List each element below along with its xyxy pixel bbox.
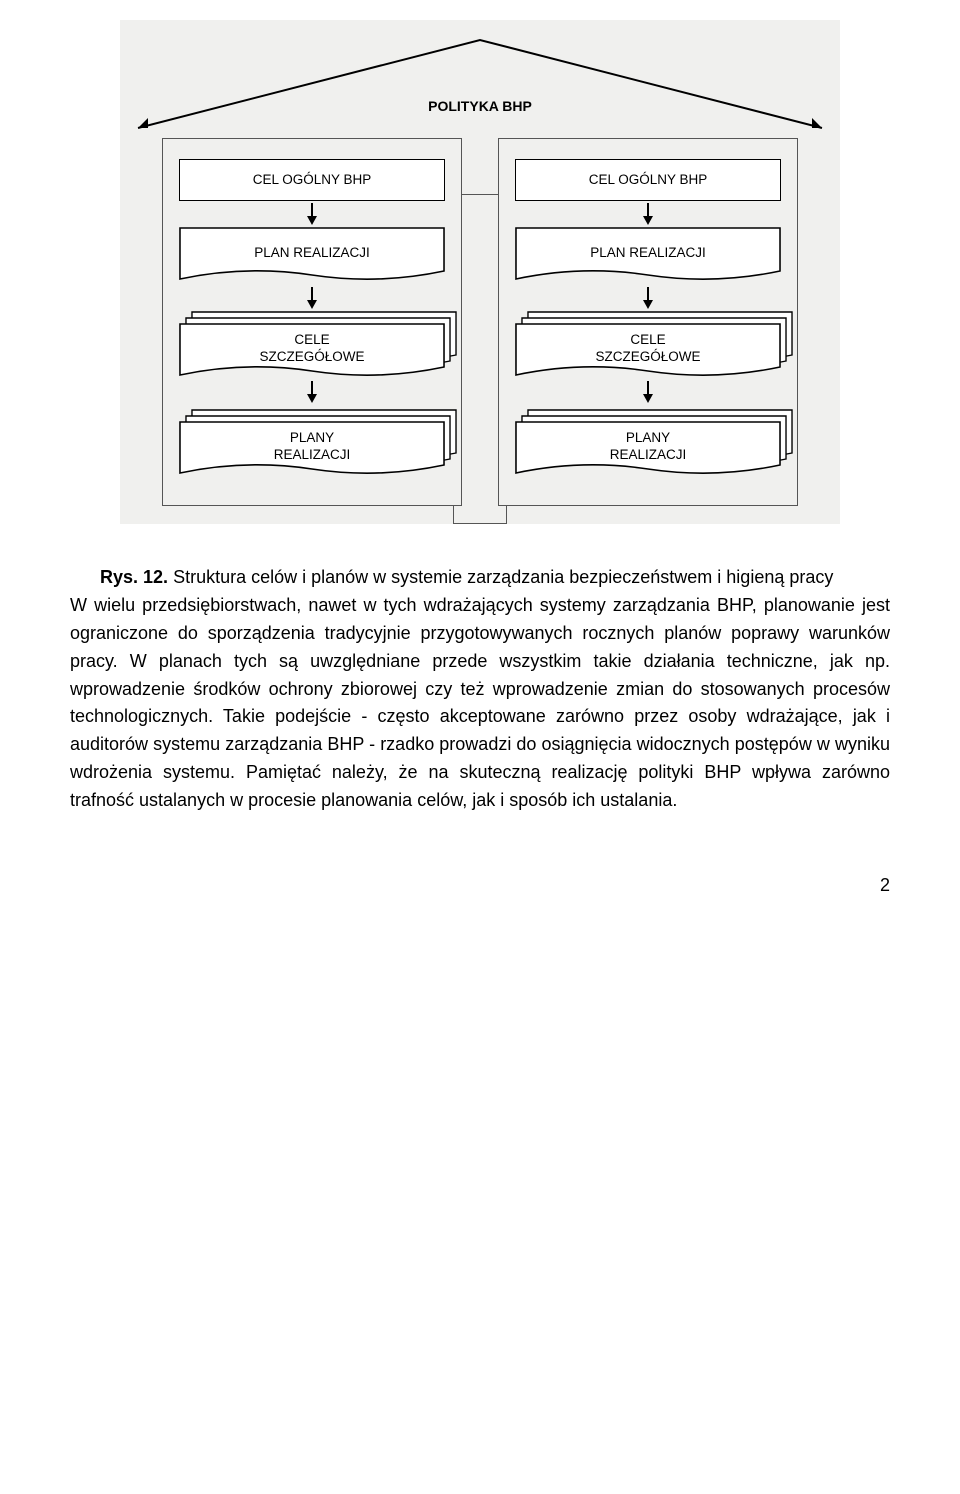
page-number: 2: [70, 875, 890, 896]
plany-real-label: PLANY REALIZACJI: [179, 421, 445, 479]
plan-label: PLAN REALIZACJI: [179, 227, 445, 285]
node-plan: PLAN REALIZACJI: [515, 227, 781, 285]
arrow-down-icon: [305, 287, 319, 309]
node-cel: CEL OGÓLNY BHP: [515, 159, 781, 201]
node-plany-real: PLANY REALIZACJI: [179, 409, 445, 481]
paragraph: W wielu przedsiębiorstwach, nawet w tych…: [70, 592, 890, 815]
diagram-column-left: CEL OGÓLNY BHP PLAN REALIZACJI: [162, 138, 462, 506]
node-plany-real: PLANY REALIZACJI: [515, 409, 781, 481]
cele-szcz-label: CELE SZCZEGÓŁOWE: [515, 323, 781, 381]
arrow-down-icon: [641, 203, 655, 225]
diagram-roof: POLITYKA BHP: [130, 32, 830, 132]
node-cel: CEL OGÓLNY BHP: [179, 159, 445, 201]
arrow-down-icon: [641, 381, 655, 403]
plany-real-label: PLANY REALIZACJI: [515, 421, 781, 479]
arrow-down-icon: [305, 203, 319, 225]
node-cele-szcz: CELE SZCZEGÓŁOWE: [179, 311, 445, 383]
diagram-columns: CEL OGÓLNY BHP PLAN REALIZACJI: [130, 138, 830, 506]
cel-box: CEL OGÓLNY BHP: [515, 159, 781, 201]
arrow-down-icon: [641, 287, 655, 309]
node-cele-szcz: CELE SZCZEGÓŁOWE: [515, 311, 781, 383]
caption-text: Struktura celów i planów w systemie zarz…: [168, 567, 833, 587]
body-text: Rys. 12. Struktura celów i planów w syst…: [70, 564, 890, 815]
figure-caption: Rys. 12. Struktura celów i planów w syst…: [70, 564, 890, 592]
roof-label: POLITYKA BHP: [130, 98, 830, 114]
caption-prefix: Rys. 12.: [100, 567, 168, 587]
plan-label: PLAN REALIZACJI: [515, 227, 781, 285]
cel-box: CEL OGÓLNY BHP: [179, 159, 445, 201]
arrow-down-icon: [305, 381, 319, 403]
diagram-column-right: CEL OGÓLNY BHP PLAN REALIZACJI: [498, 138, 798, 506]
cele-szcz-label: CELE SZCZEGÓŁOWE: [179, 323, 445, 381]
node-plan: PLAN REALIZACJI: [179, 227, 445, 285]
diagram-figure: POLITYKA BHP CEL OGÓLNY BHP PLAN REALIZA…: [120, 20, 840, 524]
